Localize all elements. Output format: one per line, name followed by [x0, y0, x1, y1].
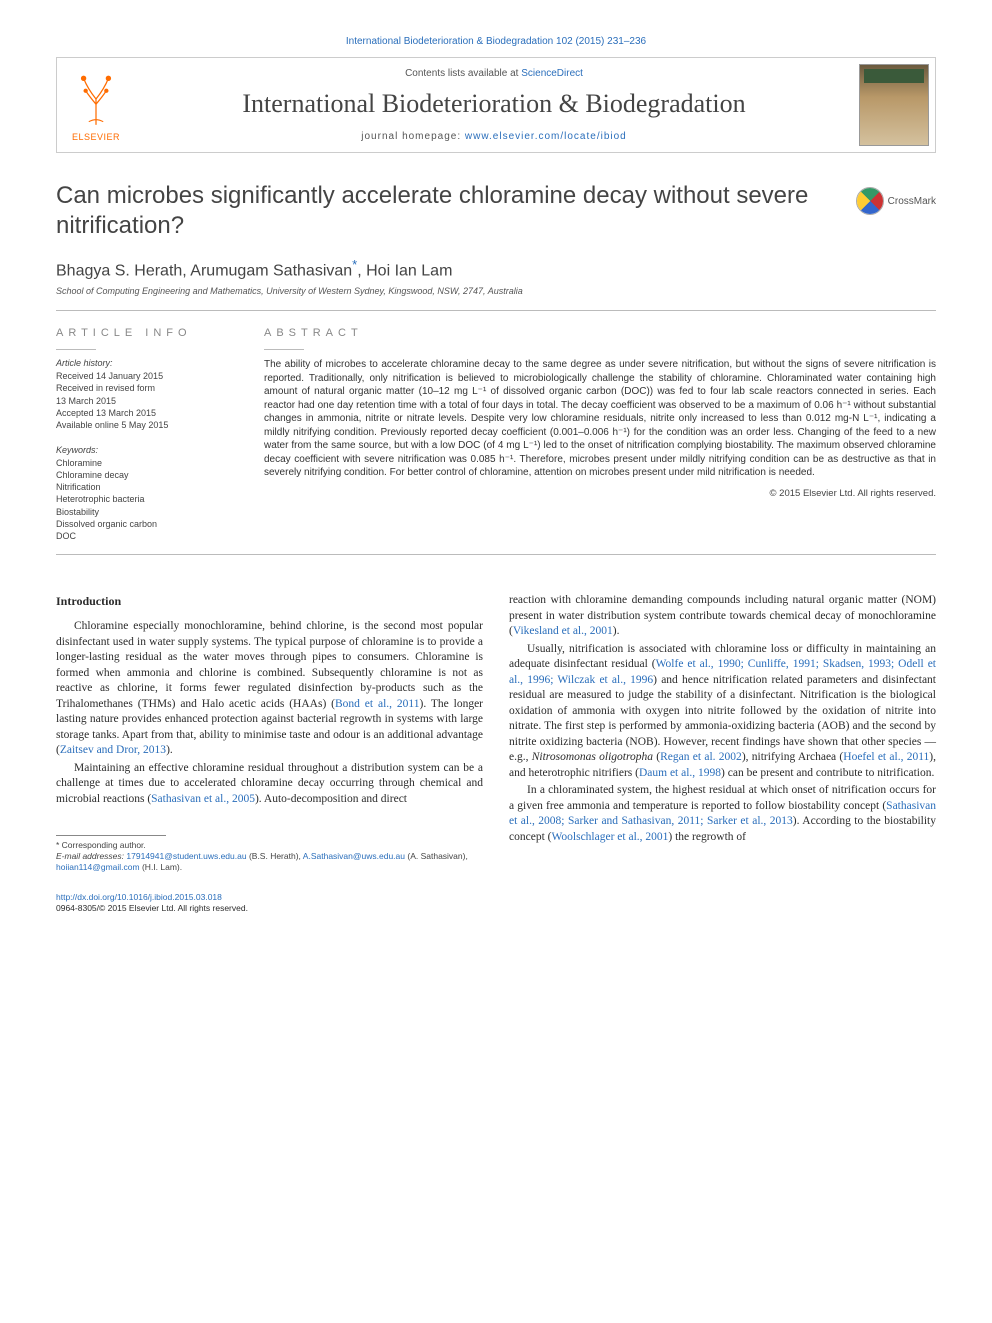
species-name: Nitrosomonas oligotropha: [532, 751, 653, 763]
affiliation: School of Computing Engineering and Math…: [56, 286, 936, 296]
keyword: Dissolved organic carbon: [56, 518, 234, 530]
journal-cover-thumbnail[interactable]: [859, 64, 929, 146]
citation-link[interactable]: Woolschlager et al., 2001: [551, 831, 668, 843]
abstract-text: The ability of microbes to accelerate ch…: [264, 358, 936, 480]
authors-line: Bhagya S. Herath, Arumugam Sathasivan*, …: [56, 257, 936, 280]
history-line: Accepted 13 March 2015: [56, 407, 234, 419]
journal-homepage-line: journal homepage: www.elsevier.com/locat…: [143, 131, 845, 142]
crossmark-label: CrossMark: [888, 196, 936, 207]
journal-title: International Biodeterioration & Biodegr…: [143, 89, 845, 119]
body-text: Chloramine especially monochloramine, be…: [56, 620, 483, 710]
sciencedirect-link[interactable]: ScienceDirect: [521, 68, 583, 79]
body-paragraph: Chloramine especially monochloramine, be…: [56, 619, 483, 759]
divider-bottom: [56, 554, 936, 555]
keywords-heading: Keywords:: [56, 445, 234, 455]
journal-banner: ELSEVIER Contents lists available at Sci…: [56, 57, 936, 153]
abstract-subdivider: [264, 349, 304, 350]
body-paragraph: Usually, nitrification is associated wit…: [509, 642, 936, 782]
body-text: ), nitrifying Archaea (: [742, 751, 843, 763]
history-line: Received 14 January 2015: [56, 370, 234, 382]
body-columns: Introduction Chloramine especially monoc…: [56, 593, 936, 914]
abstract-label: ABSTRACT: [264, 327, 936, 339]
column-left: Introduction Chloramine especially monoc…: [56, 593, 483, 914]
abstract-block: ABSTRACT The ability of microbes to acce…: [264, 327, 936, 542]
body-paragraph: In a chloraminated system, the highest r…: [509, 783, 936, 845]
info-subdivider: [56, 349, 96, 350]
issn-copyright: 0964-8305/© 2015 Elsevier Ltd. All right…: [56, 903, 483, 914]
email-link[interactable]: hoiian114@gmail.com: [56, 862, 140, 872]
contents-available-line: Contents lists available at ScienceDirec…: [143, 68, 845, 79]
email-link[interactable]: A.Sathasivan@uws.edu.au: [303, 851, 405, 861]
doi-link[interactable]: http://dx.doi.org/10.1016/j.ibiod.2015.0…: [56, 892, 483, 903]
doi-block: http://dx.doi.org/10.1016/j.ibiod.2015.0…: [56, 892, 483, 914]
body-text: ).: [166, 744, 173, 756]
keyword: Biostability: [56, 506, 234, 518]
email-addresses: E-mail addresses: 17914941@student.uws.e…: [56, 851, 483, 873]
keyword: Chloramine: [56, 457, 234, 469]
history-line: Available online 5 May 2015: [56, 419, 234, 431]
elsevier-logo[interactable]: ELSEVIER: [57, 58, 135, 152]
email-label: E-mail addresses:: [56, 851, 124, 861]
history-heading: Article history:: [56, 358, 234, 368]
body-text: ) can be present and contribute to nitri…: [721, 767, 934, 779]
corresponding-author-note: * Corresponding author.: [56, 840, 483, 851]
homepage-label: journal homepage:: [361, 131, 465, 142]
email-name: (B.S. Herath),: [247, 851, 303, 861]
journal-homepage-link[interactable]: www.elsevier.com/locate/ibiod: [465, 131, 627, 142]
body-text: ). Auto-decomposition and direct: [255, 793, 407, 805]
keyword: DOC: [56, 530, 234, 542]
article-info-block: ARTICLE INFO Article history: Received 1…: [56, 327, 234, 542]
citation-link[interactable]: Daum et al., 1998: [639, 767, 721, 779]
journal-citation-link[interactable]: International Biodeterioration & Biodegr…: [56, 36, 936, 47]
citation-link[interactable]: Hoefel et al., 2011: [843, 751, 929, 763]
body-paragraph: reaction with chloramine demanding compo…: [509, 593, 936, 640]
divider-top: [56, 310, 936, 311]
footnote-divider: [56, 835, 166, 836]
email-name: (A. Sathasivan),: [405, 851, 468, 861]
contents-text: Contents lists available at: [405, 68, 521, 79]
email-name: (H.I. Lam).: [140, 862, 183, 872]
citation-link[interactable]: Zaitsev and Dror, 2013: [60, 744, 166, 756]
article-title: Can microbes significantly accelerate ch…: [56, 181, 836, 241]
crossmark-icon: [856, 187, 884, 215]
author-names-a: Bhagya S. Herath, Arumugam Sathasivan: [56, 262, 352, 279]
author-names-b: , Hoi Ian Lam: [357, 262, 452, 279]
publisher-name: ELSEVIER: [72, 132, 120, 142]
introduction-heading: Introduction: [56, 593, 483, 609]
crossmark-badge[interactable]: CrossMark: [856, 187, 936, 215]
history-line: Received in revised form: [56, 382, 234, 394]
email-link[interactable]: 17914941@student.uws.edu.au: [126, 851, 246, 861]
body-text: ) the regrowth of: [668, 831, 746, 843]
abstract-copyright: © 2015 Elsevier Ltd. All rights reserved…: [264, 488, 936, 499]
citation-link[interactable]: Vikesland et al., 2001: [513, 625, 613, 637]
article-info-label: ARTICLE INFO: [56, 327, 234, 339]
body-text: ).: [613, 625, 620, 637]
citation-link[interactable]: Sathasivan et al., 2005: [151, 793, 255, 805]
keyword: Nitrification: [56, 481, 234, 493]
keyword: Heterotrophic bacteria: [56, 493, 234, 505]
citation-link[interactable]: Bond et al., 2011: [335, 698, 419, 710]
elsevier-tree-icon: [65, 68, 127, 130]
citation-link[interactable]: Regan et al. 2002: [660, 751, 742, 763]
body-paragraph: Maintaining an effective chloramine resi…: [56, 761, 483, 808]
banner-center: Contents lists available at ScienceDirec…: [135, 58, 853, 152]
keyword: Chloramine decay: [56, 469, 234, 481]
body-text: In a chloraminated system, the highest r…: [509, 784, 936, 812]
history-line: 13 March 2015: [56, 395, 234, 407]
column-right: reaction with chloramine demanding compo…: [509, 593, 936, 914]
body-text: ) and hence nitrification related parame…: [509, 674, 936, 764]
